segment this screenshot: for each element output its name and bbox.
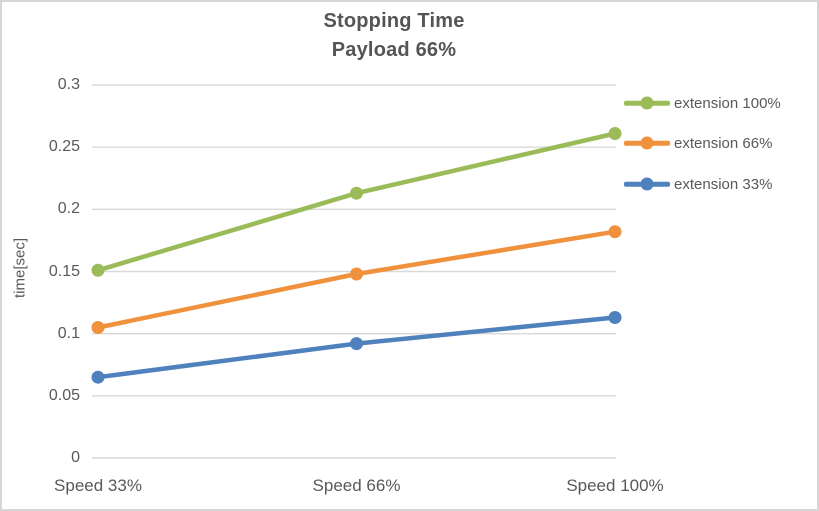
series-line-extension-100- <box>95 131 618 273</box>
data-point <box>608 225 622 239</box>
y-tick-label: 0.25 <box>48 138 80 156</box>
legend-item-extension-100: extension 100% <box>624 94 781 112</box>
x-tick-label-speed-100: Speed 100% <box>566 476 664 495</box>
chart-title-line-1: Stopping Time <box>323 10 465 32</box>
y-tick-label: 0.2 <box>57 200 80 218</box>
x-tick-label-speed-33: Speed 33% <box>54 476 142 495</box>
legend-item-extension-66: extension 66% <box>624 134 772 152</box>
data-point <box>91 321 105 334</box>
y-tick-label: 0 <box>71 449 80 466</box>
data-point <box>91 370 105 384</box>
data-point <box>350 186 363 200</box>
y-tick-label: 0.1 <box>57 324 80 342</box>
x-tick-label-speed-66: Speed 66% <box>312 476 401 495</box>
data-point <box>608 127 622 140</box>
data-point <box>608 311 622 324</box>
legend-marker-extension-100 <box>624 96 670 110</box>
legend-label-extension-33: extension 33% <box>674 175 773 193</box>
data-point <box>91 263 105 277</box>
legend-item-extension-33: extension 33% <box>624 175 772 193</box>
y-tick-label: 0.05 <box>48 386 80 404</box>
y-tick-label: 0.15 <box>48 262 80 280</box>
legend-marker-extension-33 <box>624 177 670 191</box>
legend-label-extension-66: extension 66% <box>674 134 773 152</box>
chart-title-line-2: Payload 66% <box>331 39 457 61</box>
legend-marker-extension-66 <box>624 136 670 150</box>
chart-title: Stopping Time Payload 66% <box>2 7 786 65</box>
legend-label-extension-100: extension 100% <box>674 94 781 112</box>
y-tick-label: 0.3 <box>57 76 80 93</box>
data-point <box>350 337 363 351</box>
data-point <box>350 267 363 281</box>
